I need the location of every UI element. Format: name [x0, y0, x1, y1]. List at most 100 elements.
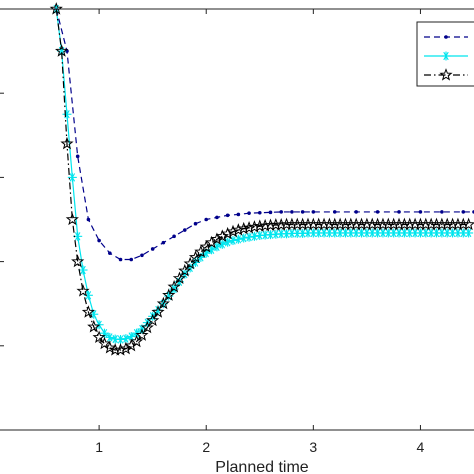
data-point: [130, 334, 144, 348]
data-point: [439, 68, 453, 81]
data-point: [215, 215, 219, 220]
data-point: [103, 340, 117, 354]
x-tick-label: 4: [417, 439, 425, 455]
data-point: [225, 213, 230, 218]
data-point: [146, 313, 160, 327]
data-point: [354, 210, 358, 214]
data-point: [373, 228, 383, 238]
plot-area: [0, 6, 474, 430]
data-point: [244, 232, 254, 242]
data-point: [167, 279, 181, 293]
data-point: [440, 210, 444, 214]
data-point: [161, 240, 166, 245]
data-point: [156, 296, 170, 310]
data-point: [247, 220, 262, 233]
data-point: [116, 334, 126, 344]
data-point: [183, 228, 187, 232]
data-point: [97, 238, 101, 243]
data-point: [73, 231, 83, 241]
data-point: [247, 211, 251, 215]
data-point: [258, 218, 272, 232]
data-point: [311, 210, 316, 214]
data-point: [237, 221, 251, 235]
data-point: [124, 338, 138, 352]
data-point: [178, 263, 192, 277]
data-point: [279, 210, 284, 214]
data-point: [346, 228, 356, 238]
data-point: [118, 257, 123, 262]
data-point: [236, 212, 241, 217]
data-point: [461, 210, 466, 214]
data-point: [119, 341, 133, 355]
data-point: [151, 305, 165, 318]
data-point: [249, 231, 259, 241]
data-point: [260, 230, 270, 240]
data-point: [228, 236, 238, 246]
data-point: [263, 218, 278, 231]
legend-entry-2: [424, 51, 468, 61]
data-point: [340, 228, 350, 238]
axes: 1 2 3 4: [0, 8, 474, 455]
data-point: [204, 235, 219, 249]
data-point: [183, 256, 197, 270]
data-point: [108, 251, 112, 255]
data-point: [49, 2, 63, 15]
data-point: [67, 172, 77, 182]
data-point: [442, 228, 452, 238]
data-point: [140, 320, 154, 334]
data-point: [257, 210, 262, 215]
data-point: [135, 328, 149, 341]
legend-entry-1: [424, 35, 468, 39]
data-point: [204, 217, 209, 222]
legend: [416, 21, 474, 87]
series-3: [49, 2, 474, 356]
data-point: [129, 257, 134, 262]
data-point: [405, 228, 415, 238]
x-tick-label: 1: [95, 439, 103, 455]
data-point: [290, 210, 294, 214]
data-point: [231, 223, 245, 236]
data-point: [397, 210, 401, 214]
data-point: [282, 229, 292, 239]
x-axis-title: Planned time: [215, 459, 308, 474]
data-point: [453, 228, 463, 238]
data-point: [172, 234, 176, 239]
x-tick-label: 2: [202, 439, 210, 455]
data-point: [418, 210, 423, 214]
data-point: [75, 154, 80, 159]
data-point: [444, 35, 448, 39]
data-point: [300, 210, 305, 214]
data-point: [150, 247, 155, 251]
data-point: [375, 210, 380, 214]
data-point: [394, 228, 404, 238]
data-point: [81, 305, 95, 318]
data-point: [92, 330, 106, 343]
legend-entry-3: [424, 68, 468, 81]
x-tick-label: 3: [309, 439, 317, 455]
data-point: [268, 210, 273, 215]
data-point: [271, 229, 281, 239]
data-point: [332, 210, 337, 214]
data-point: [357, 228, 367, 238]
data-point: [464, 228, 474, 238]
data-point: [76, 284, 90, 297]
data-point: [199, 239, 213, 253]
data-point: [87, 319, 101, 333]
data-point: [223, 237, 233, 247]
data-point: [162, 288, 176, 301]
data-point: [60, 136, 74, 150]
data-point: [140, 253, 144, 258]
data-point: [113, 343, 128, 356]
series-layer: [49, 2, 474, 356]
data-point: [242, 220, 256, 234]
data-point: [441, 51, 451, 61]
data-point: [71, 254, 85, 268]
data-point: [193, 221, 198, 226]
data-point: [55, 44, 69, 57]
data-point: [65, 212, 79, 226]
data-point: [78, 265, 88, 275]
data-point: [215, 229, 229, 242]
data-point: [221, 226, 235, 240]
data-point: [274, 218, 288, 231]
